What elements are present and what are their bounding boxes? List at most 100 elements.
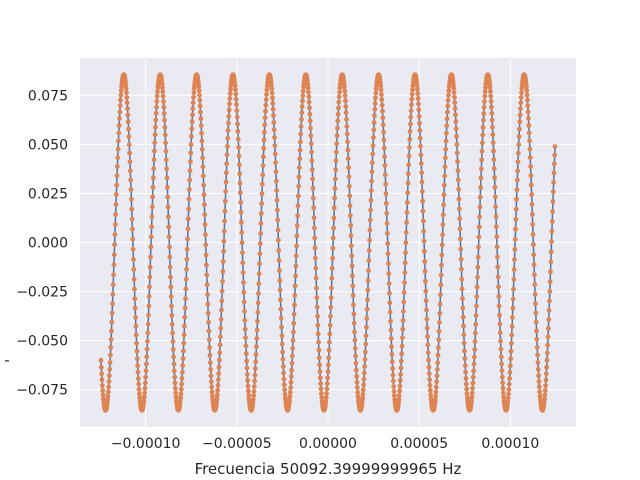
data-point: [527, 138, 532, 144]
data-point: [363, 341, 369, 347]
data-point: [505, 399, 511, 404]
data-point: [445, 103, 451, 109]
data-point: [471, 368, 477, 374]
data-point: [223, 170, 229, 176]
data-point: [341, 81, 347, 86]
data-point: [328, 304, 334, 310]
data-point: [546, 308, 552, 313]
data-point: [316, 339, 321, 345]
data-point: [474, 294, 480, 300]
data-point: [223, 179, 229, 185]
data-point: [476, 244, 481, 250]
data-point: [365, 278, 371, 283]
data-point: [417, 135, 423, 141]
data-point: [319, 395, 325, 400]
data-point: [372, 106, 378, 112]
data-point: [243, 335, 248, 341]
data-point: [168, 274, 173, 280]
data-point: [535, 360, 541, 365]
data-point: [370, 151, 376, 157]
data-point: [398, 372, 404, 377]
data-point: [378, 83, 384, 89]
data-point: [331, 225, 336, 231]
data-point: [182, 323, 187, 329]
data-point: [182, 305, 188, 311]
data-point: [134, 348, 140, 354]
data-point: [252, 366, 258, 372]
data-point: [222, 218, 228, 224]
data-point: [424, 325, 430, 331]
data-point: [288, 385, 294, 391]
data-point: [383, 191, 389, 197]
data-point: [552, 152, 558, 158]
data-point: [289, 367, 295, 373]
data-point: [149, 214, 155, 220]
data-point: [136, 391, 142, 397]
data-point: [172, 374, 178, 380]
data-point: [327, 339, 332, 345]
data-point: [306, 94, 312, 100]
data-point: [400, 335, 405, 341]
data-point: [458, 246, 464, 252]
data-point: [299, 110, 305, 116]
data-point: [107, 360, 113, 365]
data-point: [402, 270, 408, 276]
data-point: [306, 89, 311, 95]
data-point: [355, 390, 361, 395]
data-point: [241, 299, 247, 305]
data-point: [108, 336, 114, 342]
data-point: [260, 163, 266, 169]
data-point: [274, 188, 280, 193]
data-point: [342, 93, 348, 99]
data-point: [493, 214, 499, 219]
data-point: [313, 255, 318, 261]
data-point: [153, 124, 158, 130]
data-point: [209, 389, 215, 395]
data-point: [315, 313, 320, 319]
data-point: [332, 195, 338, 201]
data-point: [183, 276, 189, 282]
data-point: [298, 139, 303, 145]
data-point: [530, 232, 536, 237]
data-point: [185, 226, 191, 232]
data-point: [402, 280, 407, 286]
data-point: [366, 258, 372, 263]
data-point: [432, 397, 438, 403]
data-point: [164, 175, 170, 181]
data-point: [312, 245, 318, 251]
data-point: [403, 230, 409, 235]
data-point: [296, 165, 302, 171]
data-point: [391, 388, 397, 394]
data-point: [246, 392, 252, 398]
data-point: [111, 262, 117, 268]
data-point: [397, 378, 403, 383]
data-point: [424, 307, 429, 313]
data-point: [208, 373, 214, 379]
data-point: [499, 374, 505, 380]
data-point: [137, 395, 143, 401]
data-point: [126, 142, 132, 148]
data-point: [446, 84, 452, 90]
data-point: [218, 325, 224, 331]
data-point: [535, 352, 540, 358]
data-point: [207, 352, 213, 358]
data-point: [463, 369, 469, 375]
data-point: [526, 116, 531, 121]
data-point: [418, 143, 423, 149]
data-point: [378, 87, 384, 93]
data-point: [227, 91, 233, 96]
data-point: [384, 220, 390, 226]
data-point: [199, 138, 205, 144]
data-point: [399, 351, 405, 357]
data-point: [233, 96, 239, 102]
data-point: [311, 225, 317, 231]
data-point: [202, 212, 208, 217]
data-point: [264, 87, 270, 93]
data-point: [202, 222, 208, 228]
data-point: [364, 316, 370, 321]
data-point: [478, 185, 484, 190]
data-point: [469, 390, 475, 396]
data-point: [173, 394, 179, 400]
data-point: [519, 90, 524, 96]
data-point: [238, 209, 244, 215]
